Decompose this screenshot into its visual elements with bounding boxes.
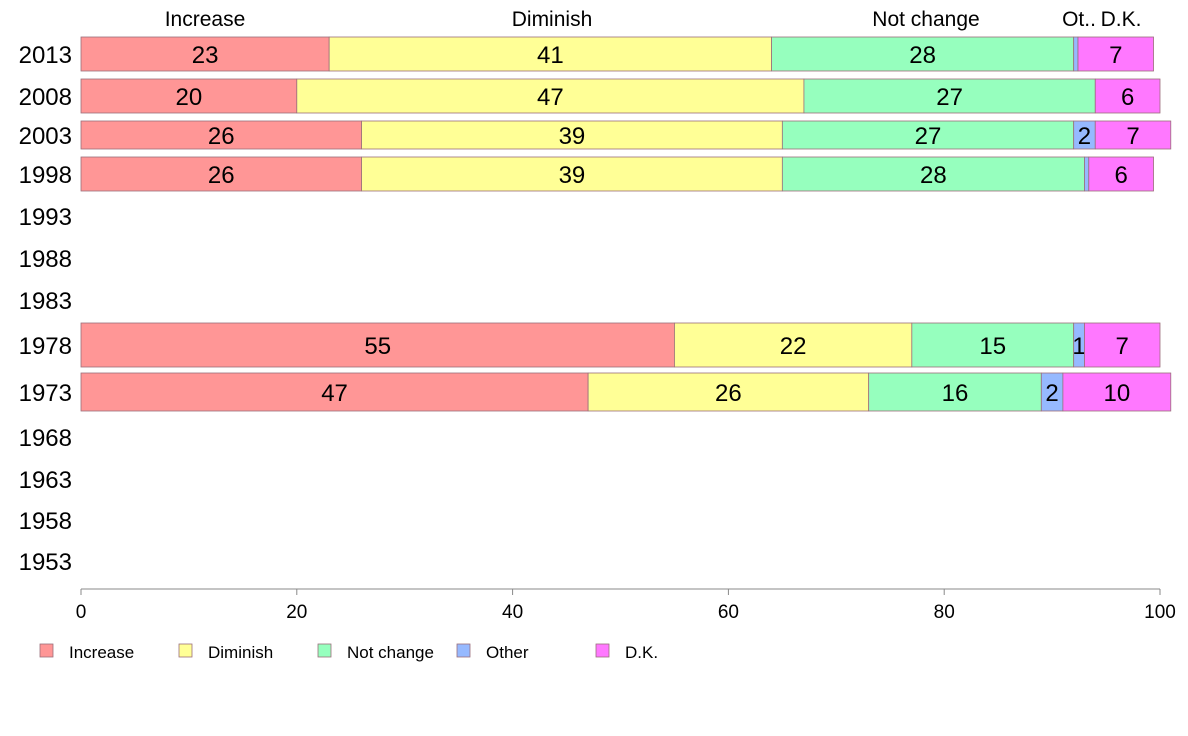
year-label-1963: 1963 xyxy=(19,467,72,494)
x-tick-label-100: 100 xyxy=(1144,602,1176,623)
bar-1973-diminish xyxy=(587,372,870,412)
top-label-d-k: D.K. xyxy=(1101,8,1142,31)
bar-2013-d-k xyxy=(1077,36,1154,72)
top-label-diminish: Diminish xyxy=(512,8,593,31)
data-label-1998-not-change: 28 xyxy=(920,162,947,189)
bar-1978-diminish xyxy=(674,322,913,368)
bar-2003-diminish xyxy=(361,120,783,150)
bar-2013-not-change xyxy=(771,36,1075,72)
data-label-1978-other: 1 xyxy=(1072,333,1085,360)
x-tick-label-0: 0 xyxy=(76,602,87,623)
data-label-2013-not-change: 28 xyxy=(909,42,936,69)
year-label-1988: 1988 xyxy=(19,246,72,273)
legend-label-not-change: Not change xyxy=(347,643,434,662)
bar-1973-not-change xyxy=(868,372,1042,412)
legend-swatch-increase xyxy=(39,643,54,658)
bar-2013-other xyxy=(1073,36,1079,72)
data-label-2003-increase: 26 xyxy=(208,123,235,150)
year-label-1978: 1978 xyxy=(19,333,72,360)
bar-1998-d-k xyxy=(1088,156,1154,192)
data-label-2013-increase: 23 xyxy=(192,42,219,69)
top-label-increase: Increase xyxy=(165,8,246,31)
data-label-2013-d-k: 7 xyxy=(1109,42,1122,69)
legend-label-diminish: Diminish xyxy=(208,643,273,662)
year-label-1953: 1953 xyxy=(19,549,72,576)
x-tick-label-80: 80 xyxy=(934,602,955,623)
bar-2013-increase xyxy=(80,36,330,72)
x-tick-label-20: 20 xyxy=(286,602,307,623)
bar-2008-diminish xyxy=(296,78,805,114)
data-label-2003-d-k: 7 xyxy=(1126,123,1139,150)
bar-1998-not-change xyxy=(781,156,1085,192)
year-label-1973: 1973 xyxy=(19,380,72,407)
data-label-1978-d-k: 7 xyxy=(1116,333,1129,360)
x-tick-label-40: 40 xyxy=(502,602,523,623)
data-label-2003-diminish: 39 xyxy=(559,123,586,150)
bar-2003-d-k xyxy=(1094,120,1172,150)
data-label-2008-increase: 20 xyxy=(176,84,203,111)
bar-1998-increase xyxy=(80,156,362,192)
bar-1978-increase xyxy=(80,322,675,368)
legend-label-other: Other xyxy=(486,643,529,662)
data-label-1998-increase: 26 xyxy=(208,162,235,189)
year-label-1993: 1993 xyxy=(19,204,72,231)
data-label-2008-not-change: 27 xyxy=(936,84,963,111)
legend-swatch-other xyxy=(456,643,471,658)
bar-2008-increase xyxy=(80,78,298,114)
x-tick-label-60: 60 xyxy=(718,602,739,623)
top-labels: Increase Diminish Not change Ot.. D.K. xyxy=(165,8,1142,31)
legend-swatch-d-k xyxy=(595,643,610,658)
legend-swatch-diminish xyxy=(178,643,193,658)
data-label-1978-increase: 55 xyxy=(364,333,391,360)
data-label-1973-diminish: 26 xyxy=(715,380,742,407)
year-label-1983: 1983 xyxy=(19,288,72,315)
data-label-1978-diminish: 22 xyxy=(780,333,807,360)
bar-1973-d-k xyxy=(1062,372,1172,412)
data-label-2003-other: 2 xyxy=(1078,123,1091,150)
bar-2013-diminish xyxy=(328,36,772,72)
year-label-1998: 1998 xyxy=(19,162,72,189)
top-label-not-change: Not change xyxy=(872,8,979,31)
data-label-2008-d-k: 6 xyxy=(1121,84,1134,111)
data-label-2008-diminish: 47 xyxy=(537,84,564,111)
legend-label-increase: Increase xyxy=(69,643,134,662)
bar-1998-other xyxy=(1084,156,1090,192)
year-label-2008: 2008 xyxy=(19,84,72,111)
top-label-ot: Ot.. xyxy=(1062,8,1096,31)
data-label-1998-diminish: 39 xyxy=(559,162,586,189)
bar-2003-increase xyxy=(80,120,362,150)
data-label-2003-not-change: 27 xyxy=(915,123,942,150)
year-label-1968: 1968 xyxy=(19,425,72,452)
data-label-1973-increase: 47 xyxy=(321,380,348,407)
bar-2008-d-k xyxy=(1094,78,1161,114)
bars: 23 41 28 720 47 27 626 39 27 2 726 39 28 655 22 15 1 747 2… xyxy=(80,36,1172,412)
data-label-2013-diminish: 41 xyxy=(537,42,564,69)
data-label-1973-not-change: 16 xyxy=(942,380,969,407)
bar-1978-d-k xyxy=(1084,322,1161,368)
data-label-1973-d-k: 10 xyxy=(1103,380,1130,407)
year-label-2013: 2013 xyxy=(19,42,72,69)
legend-swatch-not-change xyxy=(317,643,332,658)
year-label-1958: 1958 xyxy=(19,508,72,535)
data-label-1978-not-change: 15 xyxy=(979,333,1006,360)
year-labels: 2013 2008 2003 1998 1993 1988 1983 1978 1973 1968… xyxy=(19,42,72,576)
legend: Increase Diminish Not change Other D.K. xyxy=(39,643,658,662)
legend-label-d-k: D.K. xyxy=(625,643,658,662)
bar-1978-not-change xyxy=(911,322,1075,368)
data-label-1998-d-k: 6 xyxy=(1114,162,1127,189)
bar-2008-not-change xyxy=(803,78,1096,114)
data-label-1973-other: 2 xyxy=(1045,380,1058,407)
bar-1998-diminish xyxy=(361,156,783,192)
year-label-2003: 2003 xyxy=(19,123,72,150)
x-axis: 0 20 40 60 80 100 xyxy=(76,588,1176,623)
